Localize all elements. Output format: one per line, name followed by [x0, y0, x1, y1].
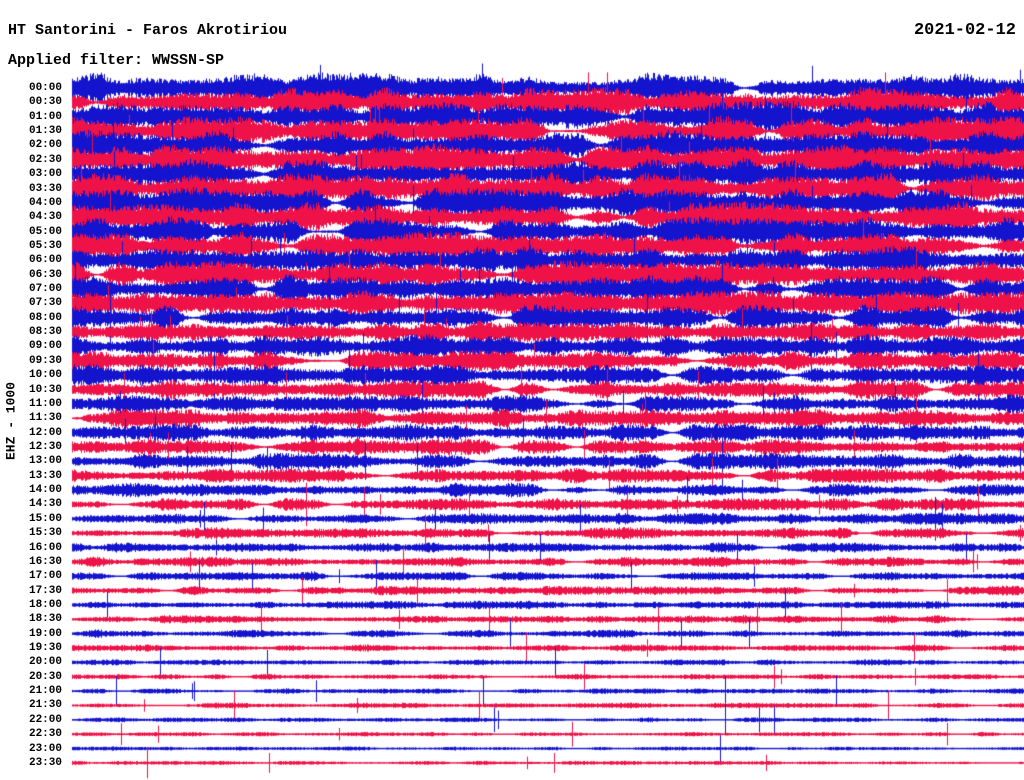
time-label: 02:00	[28, 139, 62, 152]
applied-filter-label: Applied filter: WWSSN-SP	[8, 52, 225, 69]
time-label: 12:00	[28, 426, 62, 439]
time-label: 21:00	[28, 685, 62, 698]
time-label: 21:30	[28, 699, 62, 712]
time-label: 08:30	[28, 326, 62, 339]
time-label: 03:30	[28, 182, 62, 195]
time-label: 13:30	[28, 469, 62, 482]
time-label: 19:00	[28, 627, 62, 640]
time-label: 10:00	[28, 369, 62, 382]
time-label: 00:00	[28, 82, 62, 94]
time-label: 05:00	[28, 225, 62, 238]
time-label: 22:30	[28, 728, 62, 741]
time-label: 18:30	[28, 613, 62, 626]
time-label: 08:00	[28, 311, 62, 324]
time-label: 17:30	[28, 584, 62, 597]
time-label: 23:00	[28, 742, 62, 755]
time-label: 04:00	[28, 196, 62, 209]
time-label: 00:30	[28, 96, 62, 109]
time-label: 10:30	[28, 383, 62, 396]
time-label: 04:30	[28, 211, 62, 224]
time-label: 17:00	[28, 570, 62, 583]
time-label: 16:00	[28, 541, 62, 554]
time-label: 22:00	[28, 713, 62, 726]
time-label: 14:30	[28, 498, 62, 511]
time-label: 20:00	[28, 656, 62, 669]
time-label: 13:00	[28, 455, 62, 468]
time-label: 16:30	[28, 555, 62, 568]
time-label: 19:30	[28, 642, 62, 655]
time-label: 23:30	[28, 756, 62, 769]
time-label: 01:30	[28, 125, 62, 138]
time-label: 06:30	[28, 268, 62, 281]
time-label: 15:00	[28, 512, 62, 525]
time-label: 02:30	[28, 153, 62, 166]
station-title: HT Santorini - Faros Akrotiriou	[8, 22, 288, 39]
time-label: 06:00	[28, 254, 62, 267]
date-label: 2021-02-12	[913, 21, 1016, 40]
time-label: 09:30	[28, 354, 62, 367]
time-label: 11:00	[28, 397, 62, 410]
time-label: 03:00	[28, 168, 62, 181]
time-label: 15:30	[28, 527, 62, 540]
time-label: 01:00	[28, 110, 62, 123]
time-label: 07:00	[28, 283, 62, 296]
time-label: 05:30	[28, 239, 62, 252]
time-label: 11:30	[28, 412, 62, 425]
time-label: 14:00	[28, 484, 62, 497]
time-label: 12:30	[28, 441, 62, 453]
time-label: 18:00	[28, 598, 62, 611]
time-label: 20:30	[28, 670, 62, 683]
time-label: 07:30	[28, 297, 62, 310]
time-label: 09:00	[28, 340, 62, 353]
